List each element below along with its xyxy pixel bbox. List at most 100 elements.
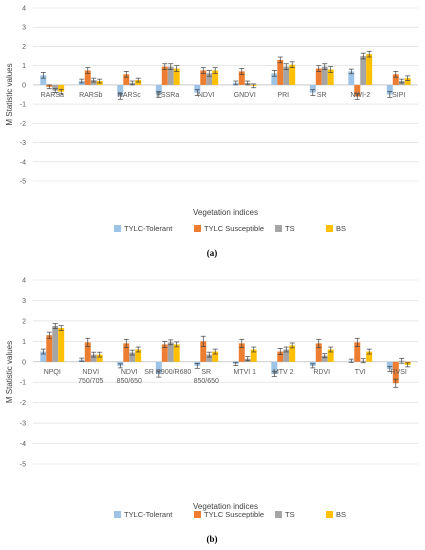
bar xyxy=(315,68,322,85)
bar xyxy=(155,361,162,375)
bar xyxy=(250,349,257,362)
legend-swatch xyxy=(275,511,282,518)
bar xyxy=(58,328,65,362)
bar xyxy=(40,75,47,85)
bar xyxy=(90,80,97,85)
bar xyxy=(84,70,91,85)
y-tick-label: 0 xyxy=(22,82,26,89)
y-tick-label: -1 xyxy=(20,102,26,109)
chart-panel-2: 4 3 2 1 0 -1 -2 -3 -4 -5 M Statistic values NPQI NDV… xyxy=(5,278,418,544)
y-tick-label: -4 xyxy=(20,441,26,448)
legend: TYLC-Tolerant TYLC Susceptible TS BS xyxy=(114,510,346,519)
y-tick-label: -2 xyxy=(20,400,26,407)
bar xyxy=(327,349,334,362)
x-tick-label: MTV 2 xyxy=(273,369,294,376)
y-tick-label: 1 xyxy=(22,339,26,346)
legend-swatch xyxy=(114,511,121,518)
bar xyxy=(348,71,355,85)
legend-swatch xyxy=(194,225,201,232)
bar xyxy=(155,84,162,95)
bar xyxy=(360,56,367,85)
legend-swatch xyxy=(326,225,333,232)
bar xyxy=(173,344,180,362)
bar xyxy=(212,70,219,85)
y-tick-label: -2 xyxy=(20,121,26,128)
x-tick-label: RDVI xyxy=(313,369,330,376)
bar xyxy=(58,84,65,92)
x-tick-label: SIPI xyxy=(392,92,405,99)
legend-swatch xyxy=(114,225,121,232)
y-tick-label: 4 xyxy=(22,278,26,285)
x-axis-title: Vegetation indices xyxy=(193,208,258,217)
bar xyxy=(283,349,290,362)
bar xyxy=(135,80,142,85)
legend-label: TS xyxy=(285,224,295,233)
x-tick-label: PRI xyxy=(277,92,289,99)
bar xyxy=(277,351,284,362)
bar xyxy=(123,343,130,362)
legend-label: TYLC Susceptible xyxy=(204,224,264,233)
bar xyxy=(206,73,213,85)
bar xyxy=(277,59,284,85)
x-tick-label: RARSa xyxy=(41,92,64,99)
x-tick-label: SR R900/R680 xyxy=(144,369,191,376)
bar xyxy=(392,361,399,384)
legend-swatch xyxy=(326,511,333,518)
bar xyxy=(238,343,245,362)
bar xyxy=(321,66,328,85)
y-tick-label: -1 xyxy=(20,380,26,387)
x-tick-label: RVSI xyxy=(391,369,407,376)
y-tick-label: 3 xyxy=(22,298,26,305)
bar xyxy=(366,351,373,362)
y-tick-label: -3 xyxy=(20,140,26,147)
y-tick-label: 2 xyxy=(22,318,26,325)
bar xyxy=(289,345,296,362)
x-tick-label: PSSRa xyxy=(156,92,179,99)
bar xyxy=(238,71,245,85)
bar xyxy=(289,64,296,85)
x-tick-label: NWI-2 xyxy=(350,92,370,99)
bar xyxy=(167,342,174,362)
bar xyxy=(173,68,180,85)
bar xyxy=(283,66,290,85)
x-tick-label: 750/705 xyxy=(78,378,103,385)
x-tick-label: GNDVI xyxy=(234,92,256,99)
y-axis-title: M Statistic values xyxy=(5,63,14,125)
y-tick-label: -5 xyxy=(20,179,26,186)
panel-caption: (a) xyxy=(207,248,218,258)
y-tick-label: 1 xyxy=(22,63,26,70)
bar xyxy=(84,342,91,362)
bar xyxy=(96,354,103,362)
x-tick-label: NDVI xyxy=(121,369,138,376)
y-axis-title: M Statistic values xyxy=(5,341,14,403)
x-tick-label: RARSb xyxy=(79,92,102,99)
bar xyxy=(40,351,47,362)
bar xyxy=(315,343,322,362)
panel-caption: (b) xyxy=(207,534,218,544)
bar xyxy=(52,326,59,362)
legend-label: BS xyxy=(336,510,346,519)
legend-label: TS xyxy=(285,510,295,519)
x-tick-label: TVI xyxy=(355,369,366,376)
bar xyxy=(117,84,124,97)
y-tick-label: 3 xyxy=(22,25,26,32)
legend-label: BS xyxy=(336,224,346,233)
x-axis-title: Vegetation indices xyxy=(193,502,258,511)
bar xyxy=(46,335,53,362)
legend-label: TYLC Susceptible xyxy=(204,510,264,519)
bar xyxy=(167,66,174,85)
legend-label: TYLC-Tolerant xyxy=(124,224,173,233)
bar xyxy=(386,361,393,369)
bar xyxy=(404,78,411,85)
x-tick-label: NDVI xyxy=(198,92,215,99)
x-tick-label: SR xyxy=(201,369,211,376)
bar xyxy=(386,84,393,95)
bar xyxy=(309,84,316,93)
x-tick-label: 850/650 xyxy=(194,378,219,385)
chart-panel-1: 4 3 2 1 0 -1 -2 -3 -4 -5 M Statistic values RARSa RA… xyxy=(5,6,418,258)
bar xyxy=(354,342,361,362)
bar xyxy=(200,70,207,85)
bar xyxy=(392,74,399,85)
y-tick-label: 4 xyxy=(22,6,26,13)
